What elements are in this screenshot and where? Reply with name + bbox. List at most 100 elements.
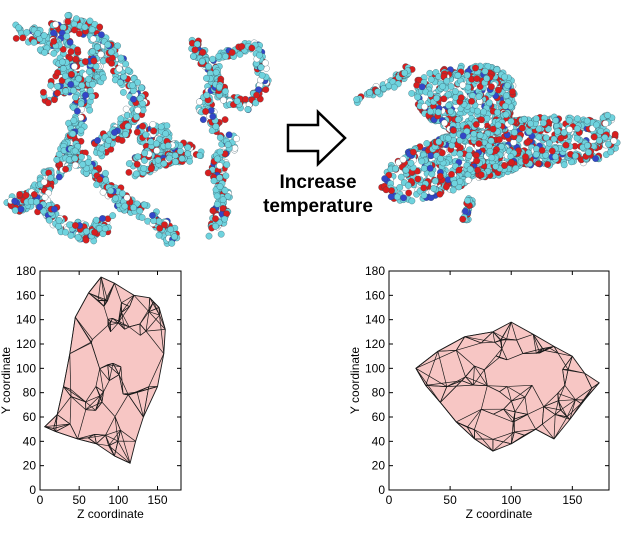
atom-sphere xyxy=(156,224,164,232)
atom-sphere xyxy=(572,152,579,160)
atom-sphere xyxy=(40,32,48,39)
atom-sphere xyxy=(86,106,94,114)
atom-sphere xyxy=(466,165,474,173)
mesh-chart-compact: 0 50 100 150 0 20 40 60 80 100 120 140 160 180 Z coord… xyxy=(348,264,610,521)
y-tick-label: 140 xyxy=(365,313,385,327)
atom-sphere xyxy=(414,93,421,101)
atom-sphere xyxy=(74,107,81,115)
atom-sphere xyxy=(212,222,219,230)
atom-sphere xyxy=(81,23,89,31)
atom-sphere xyxy=(401,69,408,77)
atom-sphere xyxy=(171,152,179,159)
atom-sphere xyxy=(472,121,480,128)
atom-sphere xyxy=(565,117,573,124)
atom-sphere xyxy=(225,131,233,139)
atom-sphere xyxy=(125,160,133,167)
atom-sphere xyxy=(512,164,520,172)
atom-sphere xyxy=(33,198,40,206)
atom-sphere xyxy=(427,108,434,115)
atom-sphere xyxy=(405,189,413,197)
atom-sphere xyxy=(41,49,48,56)
atom-sphere xyxy=(76,30,83,37)
atom-sphere xyxy=(511,129,518,136)
atom-sphere xyxy=(213,192,221,200)
atom-sphere xyxy=(393,193,401,201)
atom-sphere xyxy=(102,176,110,184)
atom-sphere xyxy=(78,82,86,89)
atom-sphere xyxy=(190,52,197,60)
atom-sphere xyxy=(601,134,609,141)
y-tick-label: 180 xyxy=(16,264,36,278)
atom-sphere xyxy=(408,197,416,205)
atom-sphere xyxy=(130,95,137,103)
atom-sphere xyxy=(198,58,206,65)
atom-sphere xyxy=(51,96,58,104)
atom-sphere xyxy=(222,172,230,180)
atom-sphere xyxy=(462,207,469,215)
atom-sphere xyxy=(438,149,446,157)
atom-sphere xyxy=(459,132,467,140)
atom-sphere xyxy=(423,140,431,147)
atom-sphere xyxy=(504,82,511,89)
atom-sphere xyxy=(562,141,570,149)
atom-sphere xyxy=(472,64,479,72)
mesh-chart-extended: 0 50 100 150 0 20 40 60 80 100 120 140 160 180 Z coord… xyxy=(0,264,182,521)
atom-sphere xyxy=(199,116,207,123)
atom-sphere xyxy=(86,17,94,25)
atom-sphere xyxy=(50,29,57,37)
atom-sphere xyxy=(481,67,489,75)
y-tick-label: 80 xyxy=(372,386,386,400)
atom-sphere xyxy=(11,197,19,205)
atom-sphere xyxy=(410,148,417,156)
atom-sphere xyxy=(23,29,31,36)
atom-sphere xyxy=(94,137,101,144)
atom-sphere xyxy=(231,144,239,152)
atom-sphere xyxy=(448,170,455,178)
atom-sphere xyxy=(221,215,228,223)
atom-sphere xyxy=(47,82,55,89)
atom-sphere xyxy=(420,184,428,192)
atom-sphere xyxy=(149,121,157,128)
atom-sphere xyxy=(138,84,146,92)
atom-sphere xyxy=(59,65,67,72)
atom-sphere xyxy=(399,156,407,163)
atom-sphere xyxy=(494,108,501,116)
atom-sphere xyxy=(72,55,80,63)
atom-sphere xyxy=(161,221,168,229)
atom-sphere xyxy=(36,203,43,211)
atom-sphere xyxy=(72,161,79,169)
arrow-label-line1: Increase xyxy=(279,172,356,193)
atom-sphere xyxy=(207,107,215,114)
atom-sphere xyxy=(77,100,85,108)
atom-sphere xyxy=(22,191,30,199)
atom-sphere xyxy=(133,160,141,168)
atom-sphere xyxy=(59,58,66,66)
atom-sphere xyxy=(132,170,140,178)
atom-sphere xyxy=(114,42,121,50)
atom-sphere xyxy=(155,231,163,239)
atom-sphere xyxy=(204,169,212,177)
atom-sphere xyxy=(105,137,113,144)
atom-sphere xyxy=(212,215,219,223)
atom-sphere xyxy=(124,67,132,74)
atom-sphere xyxy=(102,169,109,177)
atom-sphere xyxy=(64,12,72,19)
atom-sphere xyxy=(212,123,220,130)
atom-sphere xyxy=(66,39,74,46)
atom-sphere xyxy=(74,46,81,54)
atom-sphere xyxy=(62,87,70,95)
atom-sphere xyxy=(81,58,89,65)
atom-sphere xyxy=(262,86,270,93)
atom-sphere xyxy=(142,131,150,139)
atom-sphere xyxy=(407,159,415,167)
atom-sphere xyxy=(149,212,156,219)
atom-sphere xyxy=(480,108,487,116)
atom-sphere xyxy=(153,140,160,148)
atom-sphere xyxy=(470,130,478,138)
atom-sphere xyxy=(50,37,58,45)
atom-sphere xyxy=(387,193,395,201)
atom-sphere xyxy=(396,184,404,191)
y-tick-label: 80 xyxy=(23,386,37,400)
atom-sphere xyxy=(45,216,53,224)
molecule-extended-image xyxy=(3,11,272,247)
